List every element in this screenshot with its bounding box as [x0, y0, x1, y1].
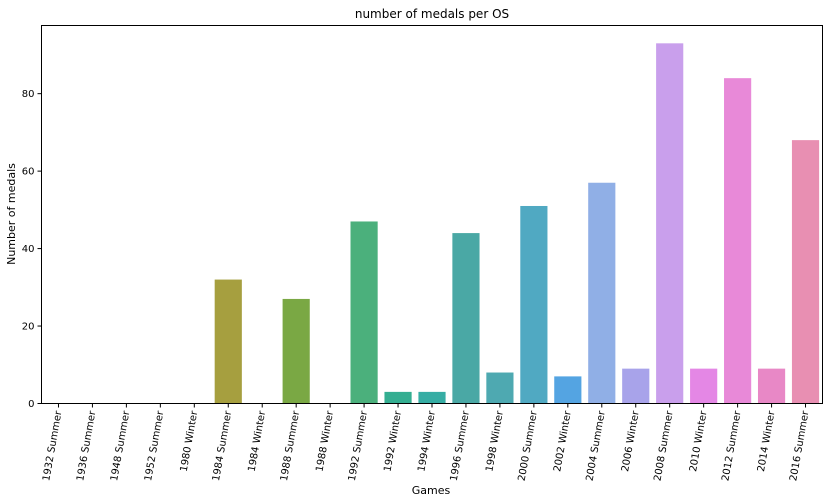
x-tick-label: 1988 Winter: [315, 409, 337, 472]
bar: [724, 78, 752, 404]
x-axis-label: Games: [412, 484, 451, 497]
plot-frame: [41, 25, 823, 404]
x-tick-label: 1992 Summer: [347, 409, 370, 482]
y-tick-label: 20: [22, 322, 35, 333]
x-tick-label: 2008 Summer: [652, 409, 675, 482]
x-tick-label: 2010 Winter: [688, 409, 710, 472]
bar: [622, 368, 650, 404]
bar: [757, 368, 786, 404]
bars-group: [214, 43, 820, 404]
x-tick-label: 1948 Summer: [109, 409, 132, 482]
x-tick-label: 1984 Summer: [211, 409, 234, 482]
bar: [418, 391, 446, 404]
bar: [384, 391, 412, 404]
x-tick-label: 2006 Winter: [620, 409, 642, 472]
bar: [554, 376, 582, 404]
x-tick-label: 2012 Summer: [720, 409, 743, 482]
bar: [350, 221, 378, 404]
x-tick-label: 2000 Summer: [517, 409, 540, 482]
x-tick-label: 1996 Summer: [449, 409, 472, 482]
bar: [656, 43, 684, 404]
y-tick-label: 80: [22, 89, 35, 100]
bar: [282, 298, 310, 404]
bar: [690, 368, 718, 404]
y-axis: 0 20 40 60 80: [22, 89, 42, 410]
x-tick-label: 1980 Winter: [179, 409, 201, 472]
x-tick-label: 1936 Summer: [75, 409, 98, 482]
bar: [791, 140, 820, 404]
chart-title: number of medals per OS: [355, 7, 509, 21]
x-tick-label: 1932 Summer: [41, 409, 64, 482]
x-tick-label: 1994 Winter: [416, 409, 438, 472]
y-tick-label: 60: [22, 167, 35, 178]
bar: [520, 205, 548, 404]
bar: [588, 182, 616, 404]
y-axis-label: Number of medals: [5, 163, 18, 265]
x-tick-label: 1988 Summer: [279, 409, 302, 482]
y-tick-label: 40: [22, 244, 35, 255]
x-tick-label: 2016 Summer: [788, 409, 811, 482]
bar: [452, 233, 480, 404]
x-tick-label: 1984 Winter: [247, 409, 269, 472]
y-tick-label: 0: [28, 399, 34, 410]
x-tick-label: 1998 Winter: [484, 409, 506, 472]
bar: [214, 279, 242, 404]
x-tick-label: 1992 Winter: [382, 409, 404, 472]
x-tick-label: 2014 Winter: [756, 409, 778, 472]
bar: [486, 372, 514, 404]
x-tick-label: 2004 Summer: [585, 409, 608, 482]
x-tick-label: 2002 Winter: [552, 409, 574, 472]
x-axis: 1932 Summer 1936 Summer 1948 Summer 1952 Su…: [41, 403, 812, 482]
x-tick-label: 1952 Summer: [143, 409, 166, 482]
